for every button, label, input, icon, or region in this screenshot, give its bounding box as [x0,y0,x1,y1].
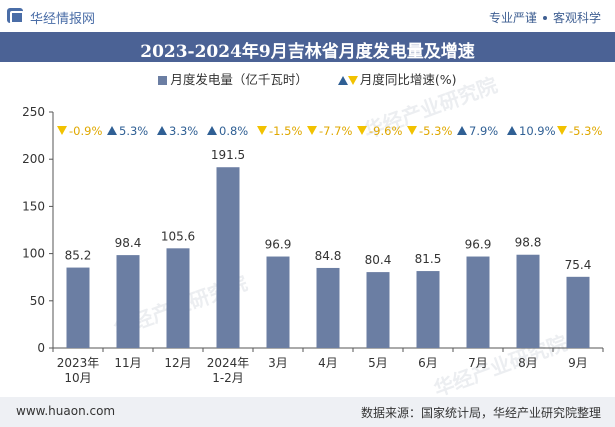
x-tick-label: 10月 [64,371,91,385]
bar-value-label: 81.5 [415,252,442,266]
bar-value-label: 98.4 [115,236,142,250]
growth-up-marker [207,126,217,135]
growth-up-marker [457,126,467,135]
bar-value-label: 80.4 [365,253,392,267]
x-tick-label: 12月 [164,356,191,370]
footer-website: www.huaon.com [16,404,116,418]
bar [66,267,90,348]
bar-value-label: 85.2 [65,249,92,263]
legend-bar-item: 月度发电量（亿千瓦时） [158,69,308,88]
growth-label: -9.6% [369,124,402,138]
growth-down-marker [307,126,317,135]
footer: www.huaon.com 数据来源：国家统计局，华经产业研究院整理 [0,397,615,427]
growth-label: -7.7% [319,124,352,138]
growth-label: -1.5% [269,124,302,138]
legend-bar-label: 月度发电量（亿千瓦时） [170,72,308,87]
bar-value-label: 191.5 [211,148,245,162]
x-tick-label: 5月 [368,356,388,370]
y-tick-label: 200 [22,152,45,166]
title-bar: 2023-2024年9月吉林省月度发电量及增速 [0,32,615,62]
x-tick-label: 9月 [568,356,588,370]
x-tick-label: 4月 [318,356,338,370]
growth-label: 0.8% [219,124,248,138]
growth-label: 5.3% [119,124,148,138]
growth-up-marker [157,126,167,135]
growth-down-marker [357,126,367,135]
y-tick-label: 150 [22,199,45,213]
x-tick-label: 6月 [418,356,438,370]
bar [466,256,490,348]
legend-up-triangle-icon [337,76,348,85]
growth-down-marker [257,126,267,135]
growth-label: -5.3% [569,124,602,138]
x-tick-label: 8月 [518,356,538,370]
growth-label: 10.9% [519,124,556,138]
bar [366,272,390,348]
legend-down-triangle-icon [347,76,358,85]
growth-label: -5.3% [419,124,452,138]
x-tick-label: 11月 [114,356,141,370]
x-tick-label: 3月 [268,356,288,370]
chart-legend: 月度发电量（亿千瓦时） 月度同比增速(%) [0,69,615,88]
bar [116,255,140,348]
bar-value-label: 96.9 [265,238,292,252]
header-tags: 专业严谨 客观科学 [489,9,601,26]
chart-title: 2023-2024年9月吉林省月度发电量及增速 [140,42,475,62]
bar [416,271,440,348]
y-tick-label: 50 [30,294,45,308]
bar-value-label: 98.8 [515,236,542,250]
bar [316,267,340,348]
y-tick-label: 250 [22,105,45,119]
growth-down-marker [407,126,417,135]
y-tick-label: 0 [37,341,45,355]
growth-label: 3.3% [169,124,198,138]
legend-growth-label: 月度同比增速(%) [359,72,457,87]
growth-up-marker [107,126,117,135]
bar-value-label: 75.4 [565,258,592,272]
y-tick-label: 100 [22,247,45,261]
bar-value-label: 96.9 [465,238,492,252]
growth-down-marker [57,126,67,135]
bar [566,276,590,348]
bar-value-label: 105.6 [161,229,195,243]
tag-left: 专业严谨 [488,11,537,25]
top-strip: 华经情报网 专业严谨 客观科学 [0,0,615,32]
bar [166,248,190,348]
footer-source: 数据来源：国家统计局，华经产业研究院整理 [360,406,601,420]
separator-dot-icon [542,15,547,20]
growth-down-marker [557,126,567,135]
legend-growth-item: 月度同比增速(%) [337,69,457,88]
legend-bar-swatch-icon [158,76,168,85]
growth-up-marker [507,126,517,135]
x-tick-label: 2023年 [57,356,100,370]
bar [216,167,240,348]
growth-label: -0.9% [69,124,102,138]
x-tick-label: 7月 [468,356,488,370]
growth-label: 7.9% [469,124,498,138]
x-tick-label: 2024年 [207,356,250,370]
bar [266,256,290,348]
x-tick-label: 1-2月 [212,371,244,385]
brand-logo-icon [7,8,24,24]
bar [516,254,540,348]
tag-right: 客观科学 [552,11,601,25]
bar-value-label: 84.8 [315,249,342,263]
brand-name: 华经情报网 [30,12,96,27]
